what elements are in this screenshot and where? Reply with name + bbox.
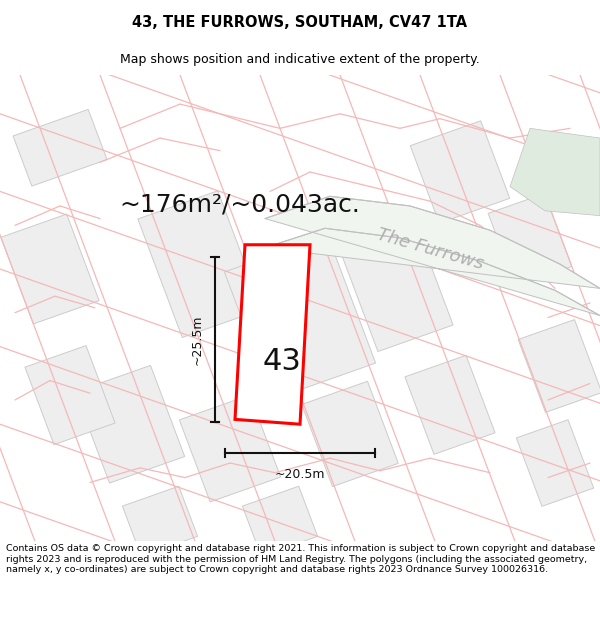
Polygon shape bbox=[510, 128, 600, 216]
Polygon shape bbox=[1, 214, 99, 324]
Polygon shape bbox=[410, 121, 510, 223]
Text: 43: 43 bbox=[263, 347, 301, 376]
Text: The Furrows: The Furrows bbox=[374, 226, 485, 274]
Polygon shape bbox=[517, 420, 593, 506]
Text: ~20.5m: ~20.5m bbox=[275, 468, 325, 481]
Polygon shape bbox=[302, 381, 398, 486]
Polygon shape bbox=[235, 245, 310, 424]
Text: Contains OS data © Crown copyright and database right 2021. This information is : Contains OS data © Crown copyright and d… bbox=[6, 544, 595, 574]
Polygon shape bbox=[25, 346, 115, 444]
Polygon shape bbox=[405, 355, 495, 454]
Polygon shape bbox=[179, 395, 281, 502]
Polygon shape bbox=[488, 194, 572, 286]
Polygon shape bbox=[337, 216, 453, 351]
Polygon shape bbox=[122, 486, 197, 556]
Polygon shape bbox=[76, 366, 185, 483]
Polygon shape bbox=[242, 486, 317, 556]
Polygon shape bbox=[518, 319, 600, 412]
Text: ~176m²/~0.043ac.: ~176m²/~0.043ac. bbox=[119, 192, 361, 216]
Text: ~25.5m: ~25.5m bbox=[191, 314, 203, 365]
Polygon shape bbox=[265, 196, 600, 316]
Polygon shape bbox=[224, 236, 376, 399]
Polygon shape bbox=[138, 191, 262, 338]
Text: Map shows position and indicative extent of the property.: Map shows position and indicative extent… bbox=[120, 53, 480, 66]
Text: 43, THE FURROWS, SOUTHAM, CV47 1TA: 43, THE FURROWS, SOUTHAM, CV47 1TA bbox=[133, 16, 467, 31]
Polygon shape bbox=[13, 109, 107, 186]
